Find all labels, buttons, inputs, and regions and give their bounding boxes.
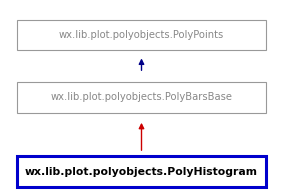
Text: wx.lib.plot.polyobjects.PolyHistogram: wx.lib.plot.polyobjects.PolyHistogram bbox=[25, 167, 258, 177]
FancyBboxPatch shape bbox=[17, 156, 266, 187]
Text: wx.lib.plot.polyobjects.PolyPoints: wx.lib.plot.polyobjects.PolyPoints bbox=[59, 30, 224, 40]
Text: wx.lib.plot.polyobjects.PolyBarsBase: wx.lib.plot.polyobjects.PolyBarsBase bbox=[50, 92, 233, 103]
FancyBboxPatch shape bbox=[17, 82, 266, 113]
FancyBboxPatch shape bbox=[17, 20, 266, 50]
